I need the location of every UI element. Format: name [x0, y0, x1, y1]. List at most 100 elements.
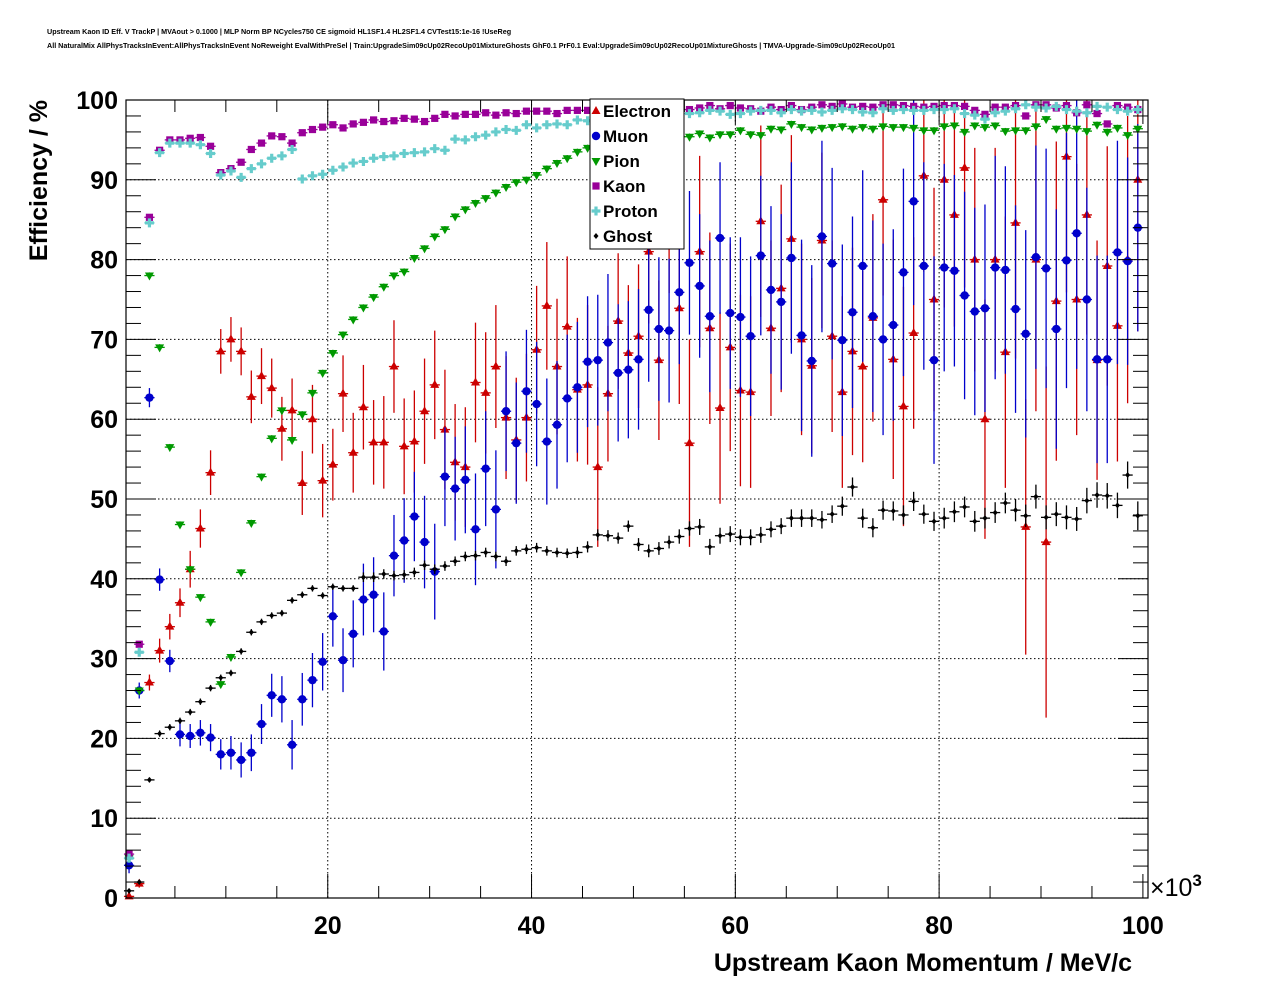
data-point-proton: [185, 138, 196, 148]
data-point-ghost: [572, 546, 583, 559]
data-point-proton: [337, 162, 349, 172]
marker-triangle-down: [185, 566, 195, 575]
data-point-muon: [847, 216, 858, 409]
data-point-kaon: [480, 109, 491, 117]
marker-circle: [838, 335, 847, 345]
marker-diamond: [503, 558, 509, 565]
legend-label: Pion: [603, 152, 640, 171]
data-point-muon: [286, 720, 298, 770]
data-point-muon: [602, 273, 614, 412]
marker-circle: [277, 695, 287, 704]
marker-diamond: [676, 533, 682, 540]
marker-circle: [624, 365, 633, 374]
marker-triangle-down: [307, 389, 317, 398]
marker-triangle-down: [970, 122, 980, 131]
data-point-muon: [1061, 132, 1072, 389]
marker-triangle-down: [450, 213, 460, 222]
data-point-muon: [144, 388, 155, 408]
data-point-proton: [429, 144, 440, 154]
data-point-pion: [725, 131, 736, 140]
data-point-electron: [327, 428, 338, 501]
marker-diamond: [391, 572, 397, 579]
marker-triangle-down: [552, 160, 562, 169]
marker-circle: [644, 305, 653, 315]
data-point-electron: [399, 398, 410, 495]
marker-triangle-up: [960, 162, 970, 171]
data-point-ghost: [694, 518, 705, 535]
marker-diamond: [452, 558, 458, 565]
data-point-kaon: [572, 106, 583, 114]
marker-diamond: [839, 503, 845, 510]
marker-cross: [328, 165, 338, 175]
marker-triangle-down: [155, 344, 165, 353]
marker-diamond: [636, 541, 642, 548]
legend-marker-triangle-up: [591, 106, 601, 114]
data-point-kaon: [297, 129, 308, 137]
marker-triangle-down: [1112, 124, 1122, 133]
marker-cross: [267, 153, 277, 163]
data-point-proton: [490, 127, 501, 137]
marker-cross: [175, 138, 185, 148]
data-point-muon: [918, 162, 929, 370]
marker-diamond: [1094, 492, 1100, 499]
marker-cross: [1031, 102, 1041, 112]
marker-circle: [919, 261, 929, 271]
marker-triangle-up: [593, 462, 603, 471]
data-point-proton: [1030, 102, 1042, 112]
data-point-ghost: [480, 547, 491, 558]
data-point-kaon: [511, 109, 522, 118]
marker-square: [859, 102, 867, 110]
legend-item-proton: Proton: [591, 202, 658, 221]
marker-square: [512, 109, 520, 118]
marker-circle: [787, 253, 796, 263]
data-point-pion: [154, 344, 165, 353]
marker-cross: [735, 109, 745, 119]
data-point-proton: [439, 145, 451, 155]
marker-triangle-up: [369, 437, 379, 446]
data-point-electron: [317, 443, 328, 518]
data-point-ghost: [664, 535, 675, 549]
data-point-electron: [541, 242, 552, 370]
data-point-proton: [205, 148, 216, 158]
data-point-pion: [939, 123, 950, 132]
data-point-pion: [796, 123, 807, 133]
data-point-kaon: [1081, 101, 1092, 109]
marker-circle: [440, 472, 450, 481]
marker-circle: [501, 407, 511, 416]
data-point-proton: [877, 104, 889, 114]
data-point-proton: [765, 105, 777, 115]
data-point-muon: [185, 724, 196, 748]
data-point-proton: [969, 110, 980, 120]
data-point-muon: [633, 289, 644, 430]
marker-diamond: [1104, 492, 1110, 499]
data-point-kaon: [286, 139, 298, 147]
data-point-pion: [286, 436, 298, 445]
marker-triangle-down: [909, 124, 919, 133]
marker-triangle-up: [878, 194, 888, 203]
data-point-proton: [317, 169, 328, 179]
data-point-proton: [551, 119, 563, 129]
marker-circle: [216, 750, 225, 759]
marker-square: [278, 133, 286, 141]
marker-circle: [369, 590, 378, 599]
marker-triangle-down: [1123, 132, 1133, 141]
data-point-electron: [490, 305, 501, 428]
data-point-ghost: [164, 724, 175, 731]
marker-square: [135, 640, 143, 648]
data-point-muon: [990, 155, 1001, 380]
data-point-electron: [358, 364, 369, 450]
marker-square: [247, 145, 255, 154]
marker-triangle-down: [470, 199, 480, 208]
marker-triangle-down: [684, 133, 694, 142]
data-point-ghost: [490, 551, 501, 562]
data-point-pion: [847, 125, 858, 134]
data-point-pion: [1010, 127, 1021, 136]
data-point-kaon: [378, 117, 389, 126]
data-point-muon: [1010, 205, 1021, 413]
marker-triangle-down: [257, 473, 267, 482]
marker-triangle-down: [409, 255, 419, 264]
data-point-muon: [460, 426, 471, 534]
data-point-muon: [592, 294, 603, 426]
marker-diamond: [442, 563, 448, 570]
data-point-muon: [297, 672, 308, 726]
